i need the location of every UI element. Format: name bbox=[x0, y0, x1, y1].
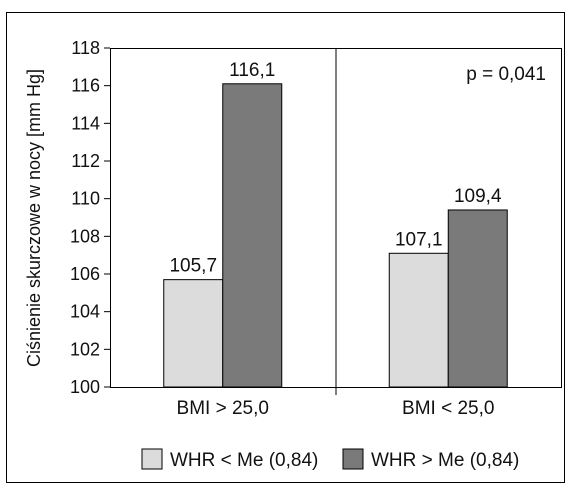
bar bbox=[447, 209, 508, 388]
y-axis: 100 102 104 106 108 110 112 114 116 118 bbox=[70, 38, 110, 397]
legend: WHR < Me (0,84) WHR > Me (0,84) bbox=[141, 448, 519, 471]
y-tick-label: 108 bbox=[70, 226, 100, 246]
y-tick-label: 112 bbox=[71, 151, 100, 171]
x-axis-labels: BMI > 25,0 BMI < 25,0 bbox=[177, 398, 495, 419]
y-tick-label: 104 bbox=[70, 302, 100, 322]
y-tick-label: 118 bbox=[71, 38, 100, 58]
bar bbox=[222, 83, 283, 388]
bar-value-label: 109,4 bbox=[454, 186, 502, 207]
bar bbox=[388, 252, 449, 388]
bar-value-label: 105,7 bbox=[169, 256, 217, 277]
y-tick-label: 100 bbox=[70, 377, 100, 397]
y-tick-label: 110 bbox=[71, 189, 100, 209]
y-axis-title: Ciśnienie skurczowe w nocy [mm Hg] bbox=[24, 69, 44, 367]
legend-swatch bbox=[342, 448, 364, 470]
bar-value-label: 116,1 bbox=[229, 60, 275, 81]
bar-value-label: 107,1 bbox=[395, 229, 443, 250]
bar bbox=[163, 279, 224, 388]
bars bbox=[163, 83, 508, 388]
y-tick-label: 102 bbox=[70, 339, 100, 359]
x-tick-label: BMI > 25,0 bbox=[177, 398, 269, 419]
bar-labels: 105,7 116,1 107,1 109,4 bbox=[169, 60, 501, 277]
p-value-annotation: p = 0,041 bbox=[466, 64, 546, 85]
y-tick-label: 106 bbox=[70, 264, 100, 284]
legend-label: WHR < Me (0,84) bbox=[170, 450, 318, 471]
x-tick-label: BMI < 25,0 bbox=[402, 398, 494, 419]
legend-swatch bbox=[141, 448, 163, 470]
y-tick-label: 114 bbox=[71, 113, 100, 133]
legend-label: WHR > Me (0,84) bbox=[371, 450, 519, 471]
y-tick-label: 116 bbox=[71, 76, 100, 96]
